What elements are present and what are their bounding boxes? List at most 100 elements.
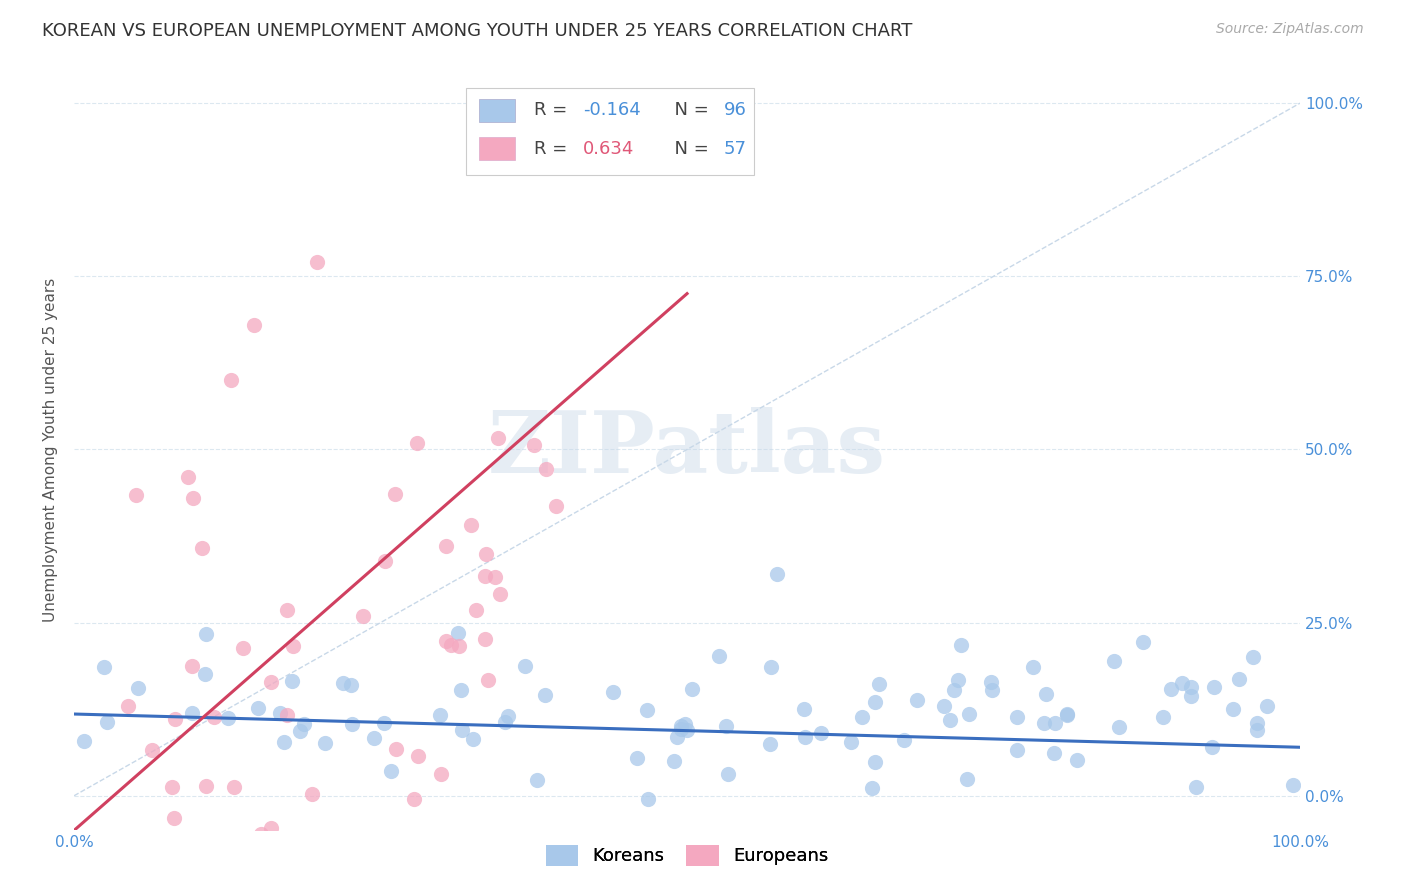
Point (626, 751, 648, 765)
Point (191, 541, 214, 555)
Point (450, 682, 472, 697)
Point (1180, 680, 1202, 694)
Point (447, 626, 470, 640)
FancyBboxPatch shape (478, 137, 516, 160)
Text: 96: 96 (724, 102, 747, 120)
Legend: Koreans, Europeans: Koreans, Europeans (537, 836, 838, 875)
Text: N =: N = (662, 139, 714, 158)
Point (305, 255, 328, 269)
Point (281, 674, 304, 689)
Text: KOREAN VS EUROPEAN UNEMPLOYMENT AMONG YOUTH UNDER 25 YEARS CORRELATION CHART: KOREAN VS EUROPEAN UNEMPLOYMENT AMONG YO… (42, 22, 912, 40)
Point (166, 851, 188, 865)
Point (841, 735, 863, 749)
Point (259, 675, 281, 690)
Point (1005, 743, 1028, 757)
Point (793, 701, 815, 715)
Point (82, 886, 104, 892)
Point (429, 708, 451, 723)
Point (860, 780, 883, 795)
Point (434, 634, 457, 648)
Point (292, 717, 315, 731)
Point (474, 632, 496, 647)
Point (1160, 681, 1182, 696)
Text: -0.164: -0.164 (583, 102, 641, 120)
Point (488, 587, 510, 601)
Point (222, 780, 245, 794)
Point (681, 682, 703, 697)
Point (281, 639, 304, 653)
Text: 57: 57 (724, 139, 747, 158)
Point (276, 603, 298, 617)
Point (868, 677, 890, 691)
Point (1281, 778, 1303, 792)
Point (1202, 680, 1225, 694)
Point (863, 755, 886, 769)
Point (117, 699, 139, 714)
Point (380, 764, 402, 779)
Point (384, 486, 406, 500)
Point (288, 724, 311, 739)
Point (181, 491, 204, 505)
Point (673, 717, 696, 731)
Point (165, 712, 187, 726)
Point (1185, 780, 1208, 795)
Point (544, 499, 567, 513)
Point (93, 660, 115, 674)
Point (759, 660, 782, 674)
Point (602, 684, 624, 698)
Y-axis label: Unemployment Among Youth under 25 years: Unemployment Among Youth under 25 years (44, 277, 58, 622)
Point (352, 609, 374, 624)
Point (709, 648, 731, 663)
Point (1066, 753, 1088, 767)
Text: Source: ZipAtlas.com: Source: ZipAtlas.com (1216, 22, 1364, 37)
Point (363, 731, 385, 745)
Point (194, 627, 217, 641)
Point (1171, 675, 1194, 690)
Point (669, 719, 692, 733)
Point (981, 682, 1004, 697)
Point (513, 659, 536, 673)
Point (664, 754, 686, 768)
Point (1045, 715, 1067, 730)
Point (714, 719, 737, 733)
FancyBboxPatch shape (467, 87, 755, 175)
Point (464, 603, 486, 617)
Point (533, 688, 555, 702)
Point (851, 710, 873, 724)
Point (526, 772, 548, 787)
Point (269, 706, 291, 720)
Point (1035, 688, 1057, 702)
Point (460, 518, 482, 533)
Point (1043, 746, 1066, 760)
Point (1032, 715, 1054, 730)
Point (273, 735, 295, 749)
Point (402, 791, 425, 805)
Point (1201, 740, 1223, 755)
Point (128, 863, 150, 877)
Point (373, 716, 395, 731)
Point (1222, 702, 1244, 716)
Point (759, 737, 782, 751)
Point (475, 547, 498, 561)
Point (463, 732, 485, 747)
Point (957, 707, 980, 722)
Point (247, 700, 270, 714)
Point (127, 681, 149, 695)
Point (671, 723, 693, 737)
Point (665, 730, 688, 744)
Point (332, 676, 354, 690)
Text: R =: R = (534, 139, 572, 158)
Point (484, 570, 506, 584)
Point (287, 853, 309, 867)
Point (1241, 649, 1264, 664)
Point (447, 639, 470, 653)
Point (125, 488, 148, 502)
Point (1005, 710, 1028, 724)
Point (1256, 699, 1278, 714)
Point (536, 462, 558, 476)
Point (1104, 654, 1126, 668)
Point (141, 743, 163, 757)
Point (221, 373, 243, 387)
Point (938, 714, 960, 728)
Point (1180, 689, 1202, 703)
